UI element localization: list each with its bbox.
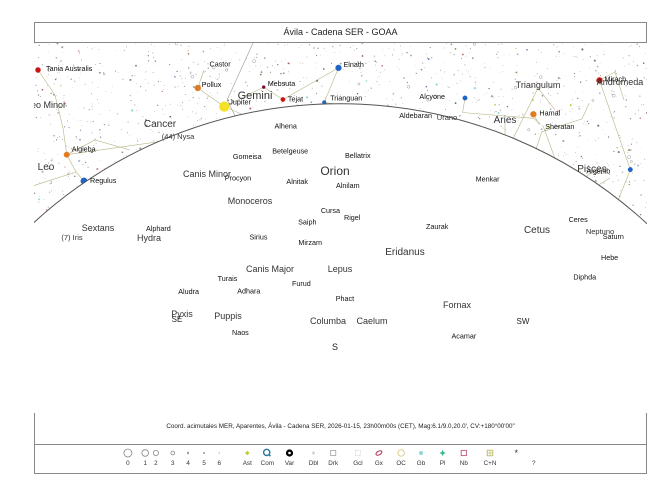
svg-text:Sextans: Sextans <box>82 223 115 233</box>
svg-text:SE: SE <box>172 315 183 324</box>
svg-text:Dbl: Dbl <box>309 460 318 467</box>
svg-text:OC: OC <box>396 460 406 467</box>
svg-text:Alnitak: Alnitak <box>286 177 308 186</box>
svg-text:2: 2 <box>154 460 158 467</box>
svg-text:Adhara: Adhara <box>237 286 260 295</box>
svg-text:Menkar: Menkar <box>476 174 501 183</box>
svg-text:Diphda: Diphda <box>573 273 596 282</box>
svg-text:Pl: Pl <box>440 460 446 467</box>
svg-text:Fornax: Fornax <box>443 300 472 310</box>
svg-text:5: 5 <box>202 460 206 467</box>
svg-text:*: * <box>514 448 518 458</box>
svg-text:Naos: Naos <box>232 328 249 337</box>
svg-text:Mirzam: Mirzam <box>298 238 322 247</box>
svg-text:Columba: Columba <box>310 316 346 326</box>
svg-text:Gemini: Gemini <box>238 90 273 102</box>
svg-text:Bellatrix: Bellatrix <box>345 151 371 160</box>
svg-text:Aludra: Aludra <box>178 287 199 296</box>
svg-text:Regulus: Regulus <box>90 176 117 185</box>
svg-text:Hydra: Hydra <box>137 233 161 243</box>
svg-text:Alnilam: Alnilam <box>336 181 360 190</box>
svg-text:Ceres: Ceres <box>569 215 589 224</box>
svg-text:Lepus: Lepus <box>328 264 353 274</box>
svg-text:Tania Australis: Tania Australis <box>46 64 93 73</box>
svg-text:Trianguan: Trianguan <box>330 93 362 102</box>
svg-text:Eridanus: Eridanus <box>385 247 424 258</box>
svg-text:Algieba: Algieba <box>72 145 96 154</box>
svg-text:Alcyone: Alcyone <box>419 92 445 101</box>
svg-text:Gcl: Gcl <box>353 460 362 467</box>
svg-text:SW: SW <box>517 317 530 326</box>
svg-text:4: 4 <box>186 460 190 467</box>
svg-text:Orion: Orion <box>320 164 349 178</box>
svg-text:Com: Com <box>261 460 274 467</box>
svg-text:6: 6 <box>218 460 222 467</box>
svg-text:Hebe: Hebe <box>601 253 618 262</box>
svg-text:Gx: Gx <box>375 460 384 467</box>
svg-text:Tejat: Tejat <box>288 95 303 104</box>
svg-text:Acamar: Acamar <box>452 331 477 340</box>
svg-text:Leo: Leo <box>38 162 55 173</box>
svg-text:Canis Major: Canis Major <box>246 264 294 274</box>
svg-text:?: ? <box>532 460 536 467</box>
svg-text:Phact: Phact <box>336 294 354 303</box>
svg-text:Mebsuta: Mebsuta <box>268 79 296 88</box>
svg-text:Alphard: Alphard <box>146 224 171 233</box>
svg-text:Ast: Ast <box>243 460 252 467</box>
svg-text:Andromeda: Andromeda <box>597 77 644 87</box>
svg-text:Canis Minor: Canis Minor <box>183 169 231 179</box>
svg-text:Turais: Turais <box>218 274 238 283</box>
svg-text:Nb: Nb <box>460 460 469 467</box>
svg-text:Hamal: Hamal <box>539 108 560 117</box>
svg-text:Sheratan: Sheratan <box>545 122 574 131</box>
svg-text:Cancer: Cancer <box>144 119 177 130</box>
svg-text:Puppis: Puppis <box>214 311 242 321</box>
svg-text:Cetus: Cetus <box>524 225 550 236</box>
svg-text:Leo Minor: Leo Minor <box>34 100 66 110</box>
svg-text:Cursa: Cursa <box>321 206 340 215</box>
svg-text:Caelum: Caelum <box>356 316 387 326</box>
svg-text:Triangulum: Triangulum <box>516 80 561 90</box>
svg-text:Pollux: Pollux <box>202 80 222 89</box>
svg-text:Var: Var <box>285 460 294 467</box>
svg-text:Alhena: Alhena <box>275 121 297 130</box>
svg-text:Elnath: Elnath <box>344 60 364 69</box>
svg-text:(44) Nysa: (44) Nysa <box>162 132 195 141</box>
svg-text:(7) Iris: (7) Iris <box>61 233 82 242</box>
svg-text:Gb: Gb <box>417 460 426 467</box>
svg-text:Castor: Castor <box>210 60 232 69</box>
svg-text:Aldebaran: Aldebaran <box>399 111 432 120</box>
svg-text:Aries: Aries <box>494 115 517 126</box>
svg-text:1: 1 <box>143 460 147 467</box>
svg-text:Sirius: Sirius <box>250 232 268 241</box>
svg-text:3: 3 <box>171 460 175 467</box>
svg-text:Neptuno: Neptuno <box>586 227 614 236</box>
svg-text:Zaurak: Zaurak <box>426 222 449 231</box>
svg-text:Urano: Urano <box>437 113 457 122</box>
svg-text:Pisces: Pisces <box>577 164 606 175</box>
svg-text:Saiph: Saiph <box>298 218 316 227</box>
svg-text:C+N: C+N <box>484 460 497 467</box>
svg-text:Furud: Furud <box>292 279 311 288</box>
svg-text:Betelgeuse: Betelgeuse <box>272 146 308 155</box>
svg-text:Drk: Drk <box>328 460 339 467</box>
svg-text:S: S <box>332 342 338 352</box>
svg-text:0: 0 <box>126 460 130 467</box>
svg-text:Monoceros: Monoceros <box>228 196 273 206</box>
svg-text:Rigel: Rigel <box>344 213 361 222</box>
svg-text:Gomeisa: Gomeisa <box>233 152 262 161</box>
